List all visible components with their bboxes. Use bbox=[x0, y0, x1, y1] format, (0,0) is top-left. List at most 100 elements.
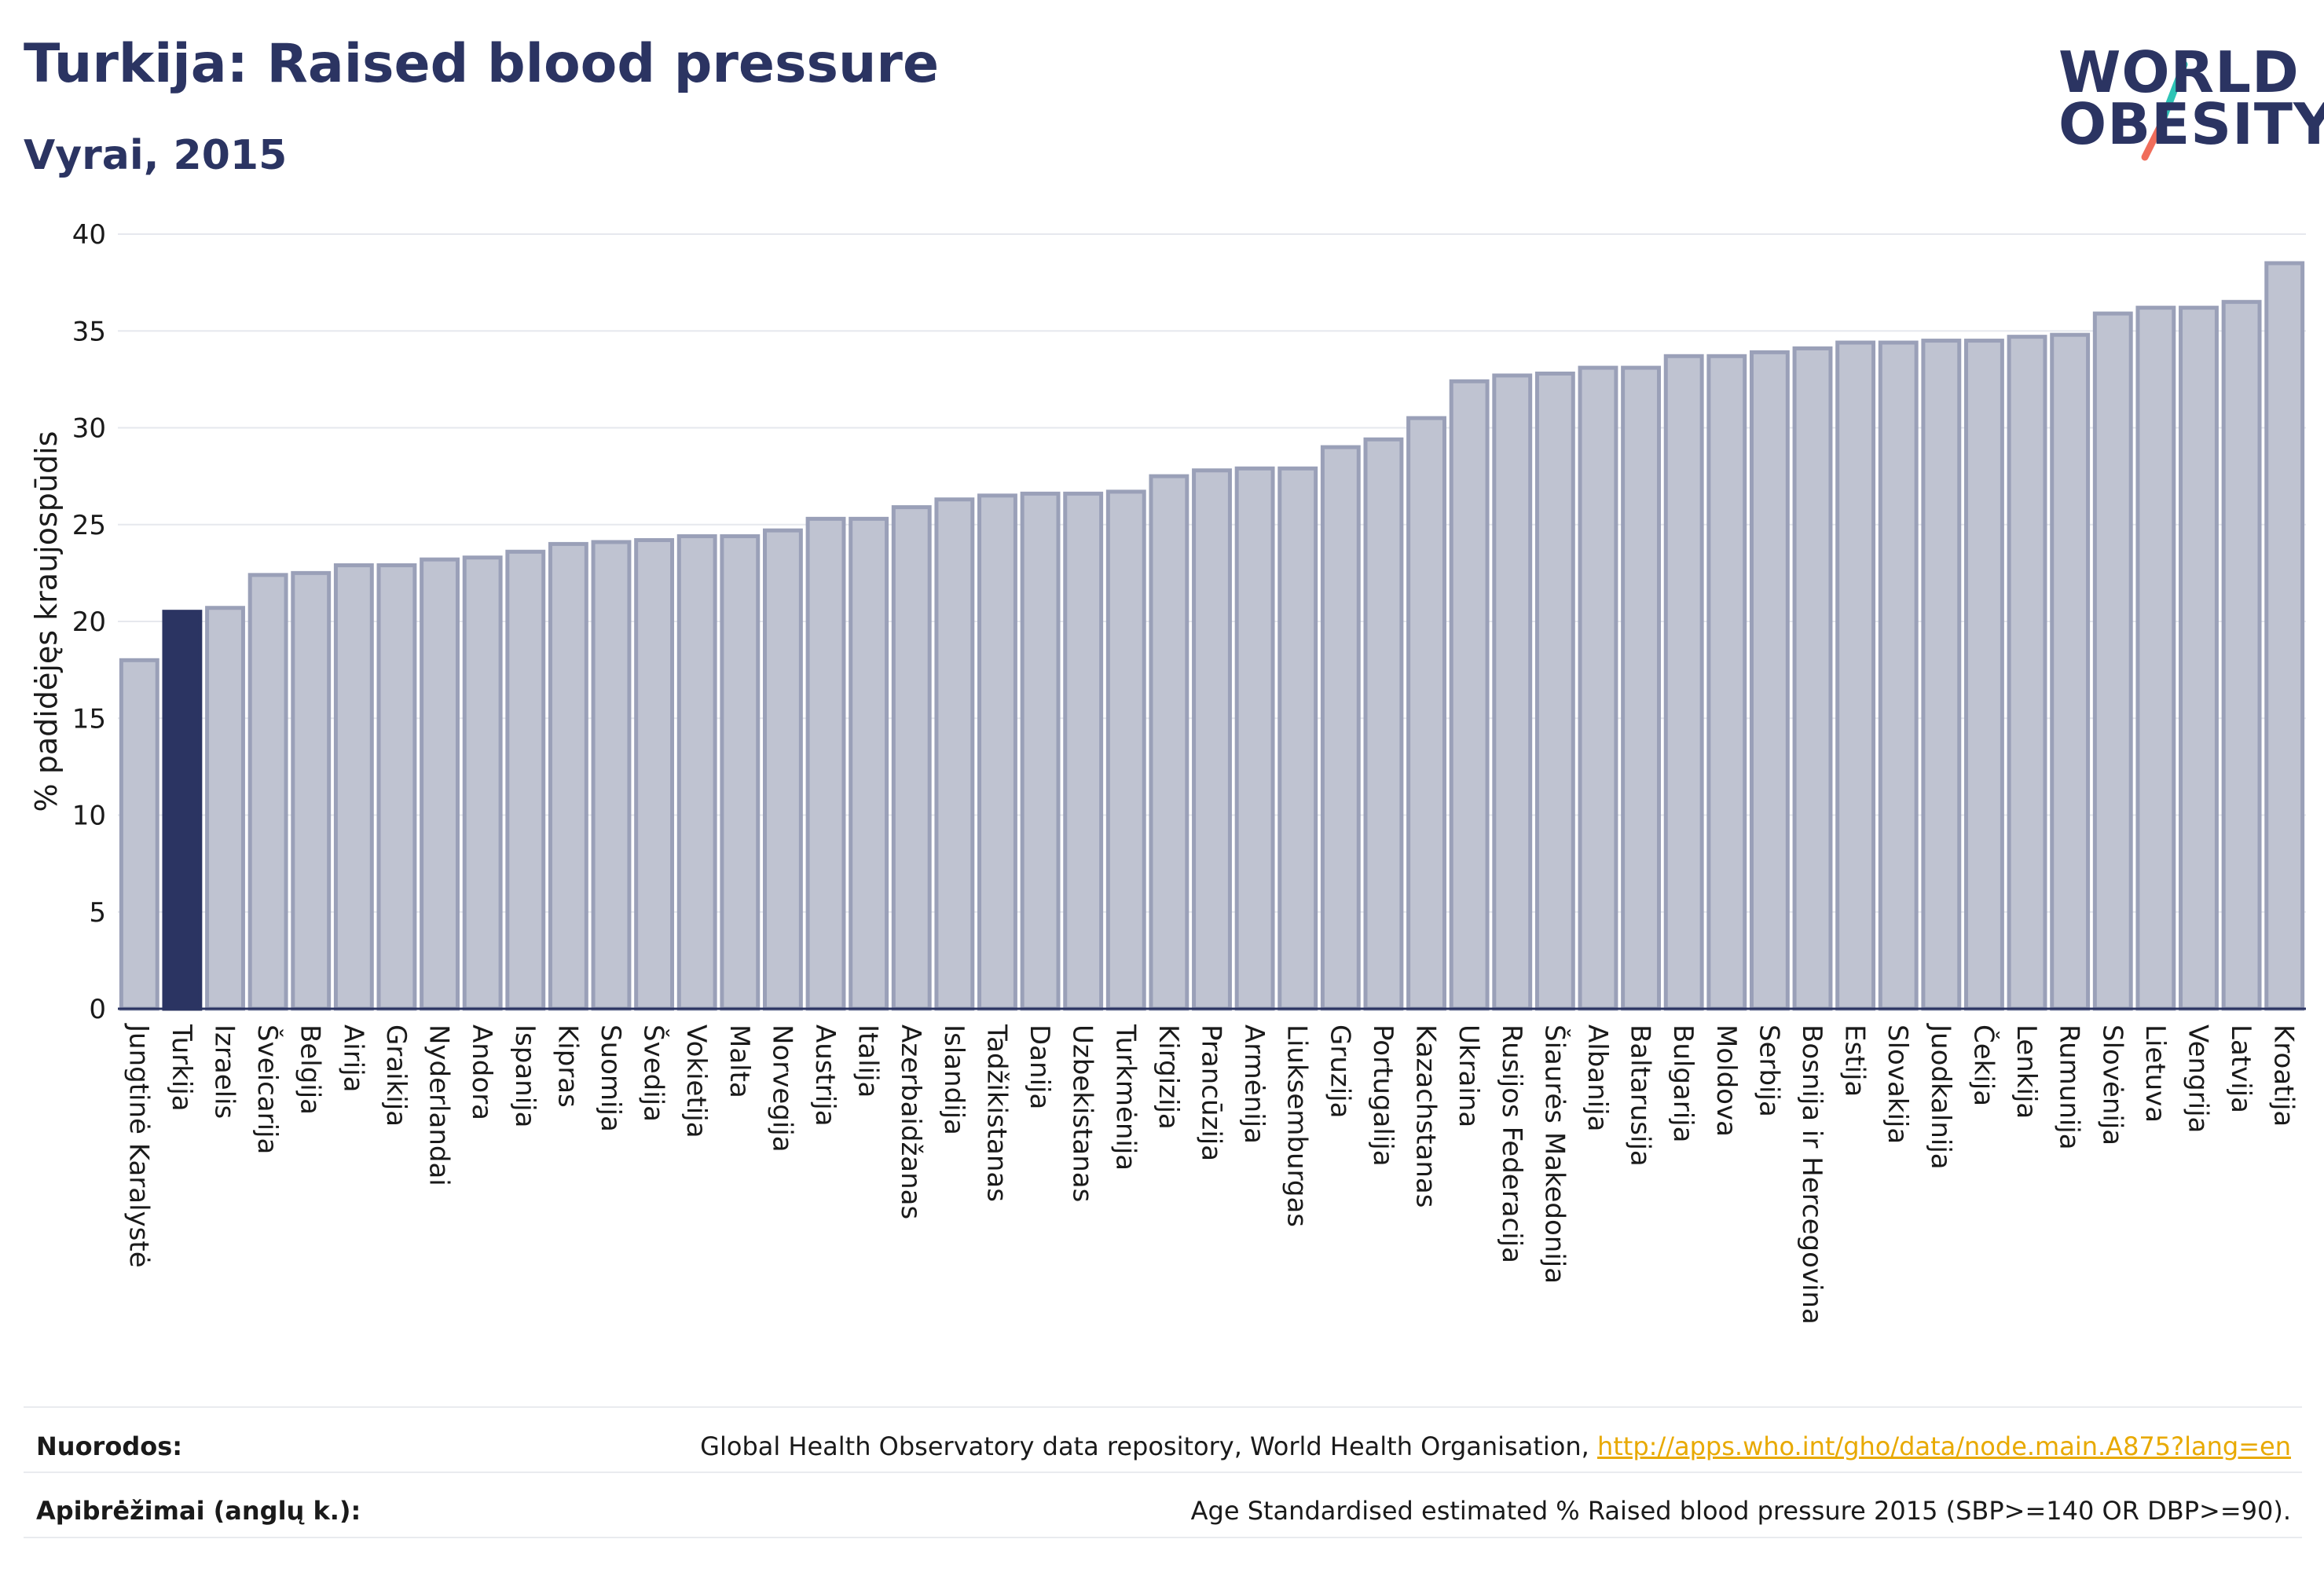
x-tick-label: Juodkalnija bbox=[1925, 1023, 1956, 1170]
x-tick-label: Andora bbox=[466, 1024, 497, 1120]
bar-20 bbox=[977, 493, 1017, 1011]
definitions-label: Apibrėžimai (anglų k.): bbox=[36, 1496, 361, 1526]
bar-37 bbox=[1706, 354, 1747, 1011]
world-obesity-logo: WORLD OBESITY bbox=[2051, 39, 2324, 173]
x-tick-label: Malta bbox=[724, 1024, 755, 1098]
bar-22 bbox=[1063, 491, 1104, 1011]
bar-46 bbox=[2092, 311, 2133, 1011]
x-tick-label: Azerbaidžanas bbox=[895, 1024, 926, 1219]
footer-divider-bottom bbox=[24, 1537, 2302, 1538]
x-tick-label: Ukraina bbox=[1453, 1024, 1484, 1127]
x-tick-label: Slovakija bbox=[1882, 1024, 1913, 1144]
x-tick-label: Suomija bbox=[595, 1024, 626, 1132]
bar-23 bbox=[1105, 489, 1146, 1011]
bar-8 bbox=[462, 555, 503, 1011]
x-tick-label: Serbija bbox=[1753, 1024, 1784, 1117]
sources-value: Global Health Observatory data repositor… bbox=[700, 1431, 2291, 1461]
y-tick-label: 5 bbox=[89, 897, 106, 929]
bar-10 bbox=[548, 541, 588, 1011]
bar-30 bbox=[1406, 416, 1446, 1011]
x-tick-label: Šiaurės Makedonija bbox=[1538, 1024, 1571, 1284]
bar-2 bbox=[205, 606, 245, 1011]
chart-subtitle: Vyrai, 2015 bbox=[24, 132, 288, 179]
bar-34 bbox=[1578, 365, 1618, 1011]
bar-7 bbox=[420, 557, 460, 1011]
y-tick-label: 30 bbox=[72, 413, 106, 445]
x-tick-label: Gruzija bbox=[1324, 1024, 1355, 1118]
x-tick-label: Izraelis bbox=[209, 1024, 240, 1119]
bar-11 bbox=[591, 540, 632, 1011]
x-tick-label: Latvija bbox=[2225, 1024, 2256, 1113]
bar-27 bbox=[1277, 466, 1318, 1011]
bar-5 bbox=[333, 563, 374, 1011]
bar-13 bbox=[676, 534, 717, 1011]
x-tick-label: Italija bbox=[852, 1024, 884, 1098]
bar-14 bbox=[720, 534, 761, 1011]
x-tick-label: Kroatija bbox=[2268, 1024, 2300, 1127]
logo-slash-icon bbox=[2141, 60, 2188, 161]
bar-24 bbox=[1149, 474, 1189, 1011]
definitions-value: Age Standardised estimated % Raised bloo… bbox=[1190, 1496, 2291, 1526]
x-tick-label: Bosnija ir Hercegovina bbox=[1796, 1024, 1827, 1325]
y-tick-label: 35 bbox=[72, 316, 106, 347]
bar-21 bbox=[1020, 491, 1061, 1011]
bar-15 bbox=[762, 528, 803, 1011]
bar-1 bbox=[162, 610, 203, 1011]
x-tick-label: Belgija bbox=[295, 1024, 326, 1115]
bar-33 bbox=[1534, 371, 1575, 1011]
x-tick-label: Čekija bbox=[1967, 1024, 2000, 1106]
x-tick-label: Bulgarija bbox=[1667, 1024, 1699, 1142]
x-tick-label: Danija bbox=[1024, 1024, 1055, 1109]
sources-label: Nuorodos: bbox=[36, 1431, 183, 1461]
x-tick-label: Turkmėnija bbox=[1109, 1024, 1141, 1171]
x-tick-label: Portugalija bbox=[1367, 1024, 1398, 1167]
bar-32 bbox=[1492, 373, 1533, 1011]
sources-link[interactable]: http://apps.who.int/gho/data/node.main.A… bbox=[1596, 1431, 2291, 1461]
x-tick-label: Šveicarija bbox=[251, 1024, 284, 1154]
bar-12 bbox=[634, 537, 675, 1011]
bar-28 bbox=[1320, 445, 1361, 1011]
x-tick-label: Rumunija bbox=[2054, 1024, 2085, 1150]
bar-0 bbox=[119, 658, 159, 1011]
x-tick-label: Graikija bbox=[380, 1024, 412, 1127]
footer-divider-middle bbox=[24, 1472, 2302, 1473]
x-tick-label: Armėnija bbox=[1238, 1024, 1270, 1144]
bar-29 bbox=[1363, 437, 1404, 1011]
bar-49 bbox=[2221, 299, 2262, 1011]
bar-3 bbox=[247, 573, 288, 1011]
bar-45 bbox=[2050, 332, 2091, 1011]
y-tick-label: 20 bbox=[72, 607, 106, 638]
bar-31 bbox=[1449, 379, 1490, 1011]
bar-4 bbox=[291, 570, 332, 1011]
x-tick-label: Norvegija bbox=[766, 1024, 797, 1153]
bar-chart: 0 5 10 15 20 25 30 35 40 % padidėjęs kraujospūdis… bbox=[29, 219, 2306, 1325]
bar-41 bbox=[1878, 340, 1919, 1011]
x-tick-label: Vengrija bbox=[2182, 1024, 2213, 1133]
bar-43 bbox=[1964, 339, 2004, 1011]
bar-50 bbox=[2264, 261, 2305, 1011]
x-tick-label: Moldova bbox=[1710, 1024, 1742, 1137]
bar-25 bbox=[1192, 468, 1232, 1011]
x-tick-label: Turkija bbox=[166, 1024, 197, 1112]
x-tick-label: Lietuva bbox=[2139, 1024, 2171, 1123]
y-tick-label: 40 bbox=[72, 219, 106, 251]
x-tick-label: Airija bbox=[337, 1024, 368, 1092]
x-tick-label: Kazachstanas bbox=[1410, 1024, 1442, 1208]
y-tick-label: 10 bbox=[72, 801, 106, 832]
bar-47 bbox=[2135, 306, 2176, 1011]
bar-38 bbox=[1749, 350, 1790, 1011]
x-tick-label: Jungtinė Karalystė bbox=[123, 1023, 154, 1268]
bar-16 bbox=[805, 516, 846, 1011]
x-tick-label: Kirgizija bbox=[1153, 1024, 1184, 1130]
y-tick-label: 25 bbox=[72, 510, 106, 541]
x-tick-label: Prancūzija bbox=[1196, 1024, 1227, 1161]
bar-17 bbox=[849, 516, 889, 1011]
bar-19 bbox=[934, 497, 975, 1011]
x-tick-label: Estija bbox=[1839, 1024, 1871, 1097]
bar-9 bbox=[505, 549, 546, 1011]
bar-6 bbox=[376, 563, 417, 1011]
x-tick-label: Islandija bbox=[938, 1024, 970, 1135]
x-tick-label: Tadžikistanas bbox=[981, 1024, 1012, 1202]
x-tick-label: Albanija bbox=[1582, 1024, 1613, 1131]
x-tick-label: Švedija bbox=[638, 1024, 670, 1122]
